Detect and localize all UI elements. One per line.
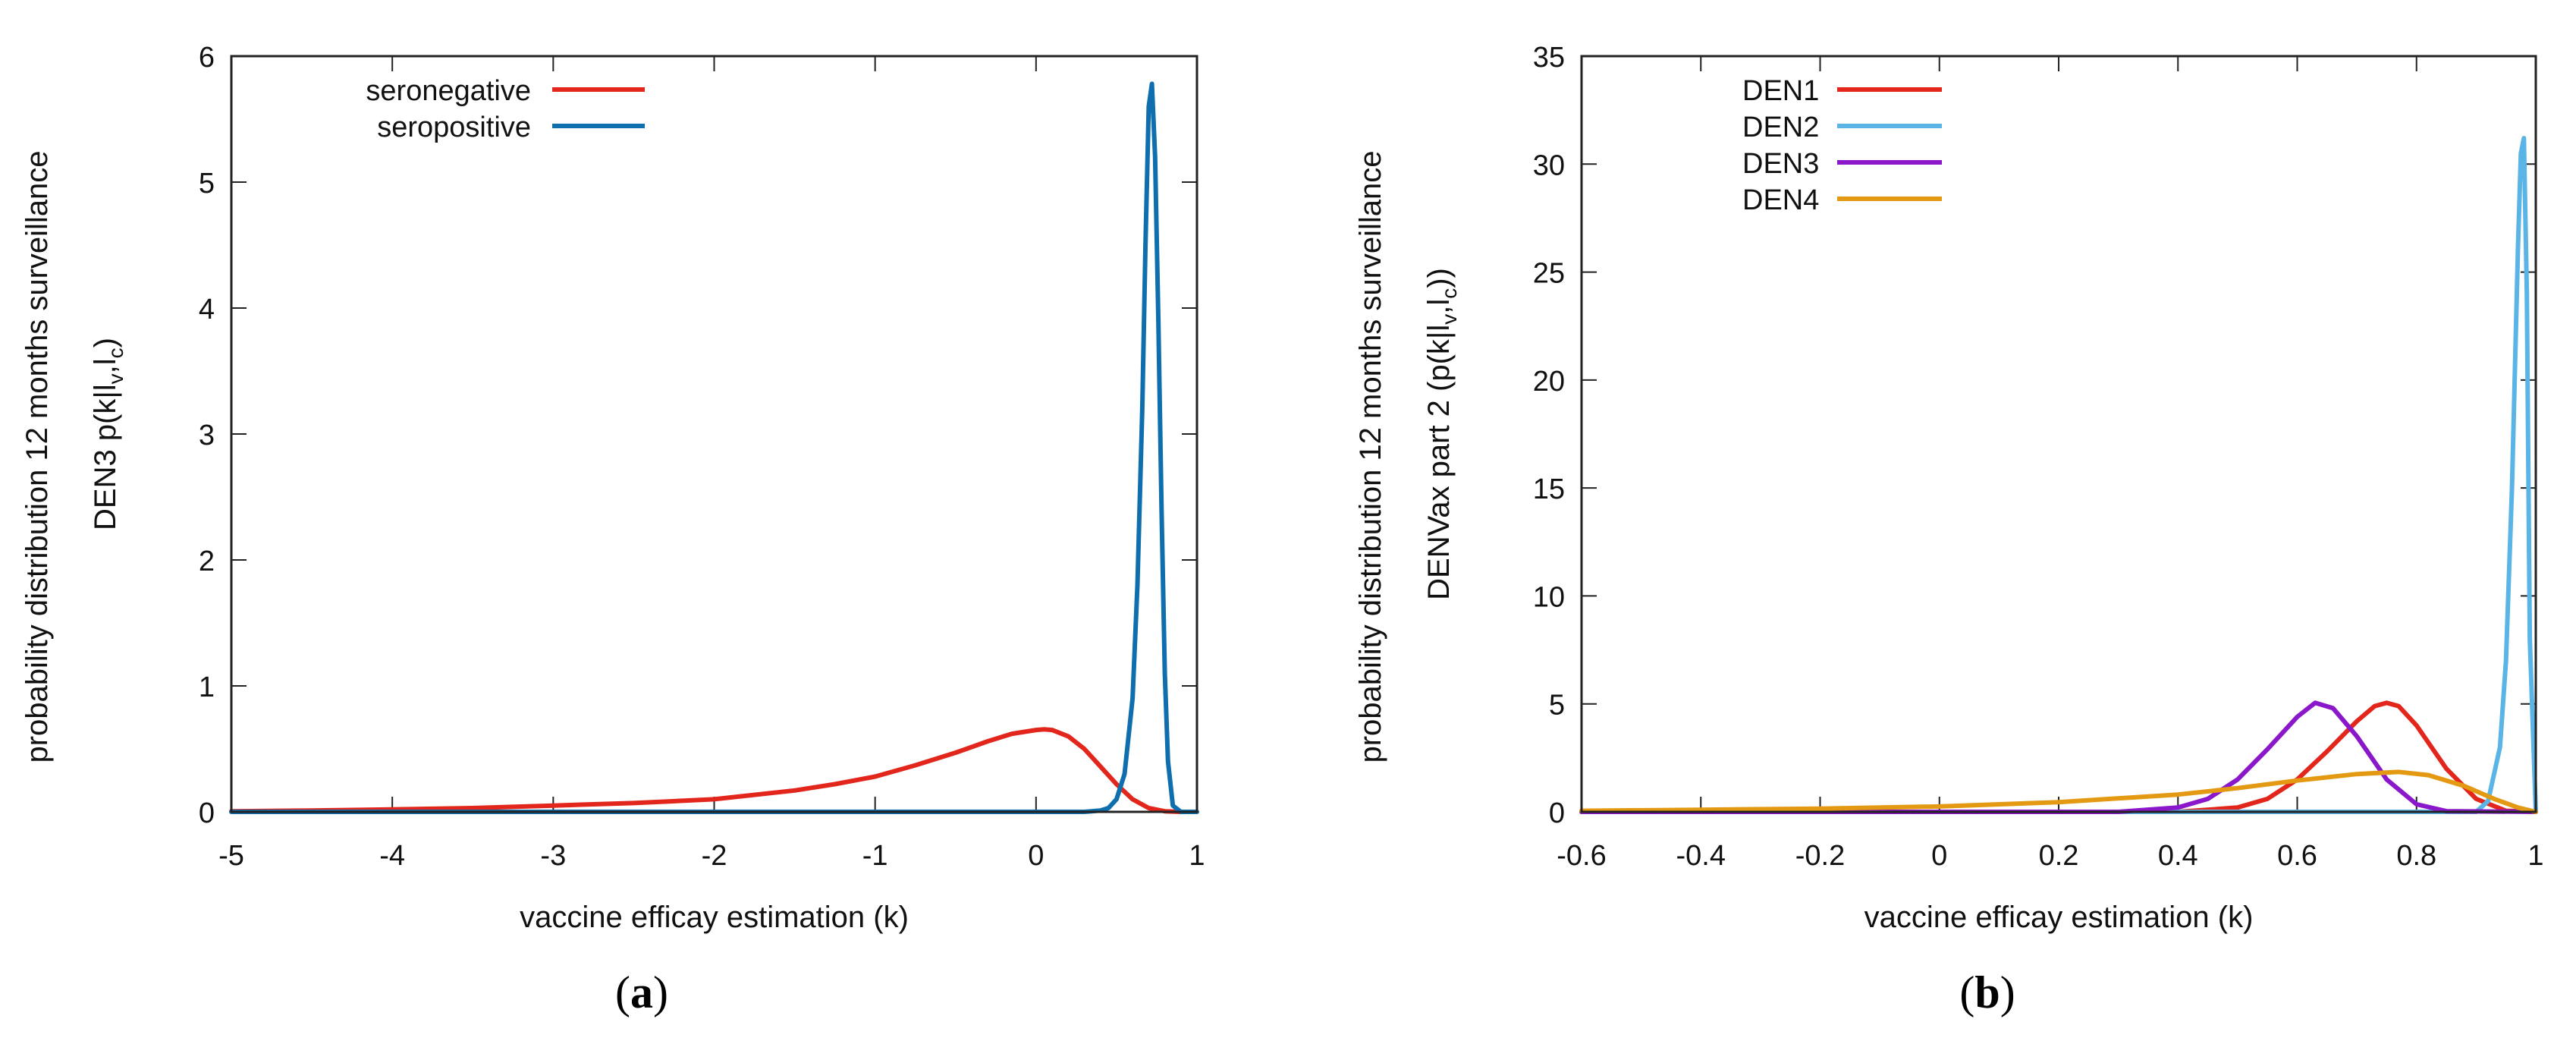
panel-a-xtick-label: -4 (379, 840, 405, 872)
panel-b-xtick-label: 0.2 (2039, 840, 2079, 872)
panel-b-legend-label: DEN1 (1742, 75, 1819, 107)
panel-a-chart: 0 1 2 3 4 5 6 -5 -4 -3 -2 -1 0 1 seronegative seroposit… (20, 42, 1205, 934)
panel-b-caption: (b) (1959, 967, 2015, 1017)
panel-b-ytick-label: 0 (1549, 797, 1565, 829)
panel-b-legend-label: DEN3 (1742, 148, 1819, 180)
panel-b-ytick-label: 30 (1533, 149, 1565, 181)
panel-b-xtick-label: -0.4 (1676, 840, 1726, 872)
panel-a-y-label-subscript: v (104, 373, 127, 384)
panel-a-xtick-label: 0 (1028, 840, 1044, 872)
panel-b-y-axis-label-line2: DENVax part 2 (p(k|lv,lc)) (1422, 268, 1461, 600)
panel-a-series-seronegative-line (229, 727, 1183, 814)
panel-b-series-DEN4-line (1579, 769, 2538, 814)
panel-a-xtick-label: -2 (702, 840, 727, 872)
panel-a-ytick-label: 2 (199, 546, 215, 577)
panel-a-y-label-text: DEN3 p(k|l (89, 384, 122, 530)
panel-b-y-label-text: ,l (1422, 299, 1456, 314)
panel-b-xtick-label: 0.4 (2158, 840, 2198, 872)
panel-b-ytick-label: 25 (1533, 258, 1565, 290)
panel-b-y-label-subscript: c (1437, 288, 1461, 299)
panel-b-series-DEN3-line (1579, 700, 2538, 814)
panel-b-xtick-label: 0.6 (2277, 840, 2317, 872)
panel-b-y-label-subscript: v (1437, 314, 1461, 325)
panel-a-xtick-label: -5 (218, 840, 244, 872)
panel-a-y-axis-label-line2: DEN3 p(k|lv,lc) (89, 338, 127, 530)
panel-a-xtick-label: 1 (1189, 840, 1205, 872)
panel-b-ytick-label: 35 (1533, 42, 1565, 74)
panel-a-legend-label: seropositive (377, 112, 531, 143)
panel-b-plot-frame (1580, 55, 2537, 813)
panel-b-y-label-text: DENVax part 2 (p(k|l (1422, 325, 1456, 600)
panel-a-y-label-text: ) (89, 338, 122, 348)
panel-b-x-axis-label: vaccine efficay estimation (k) (1864, 901, 2254, 934)
panel-a-xtick-label: -3 (540, 840, 566, 872)
panel-a-y-axis-label-line1: probability distribution 12 months surve… (20, 150, 54, 763)
panel-a-y-label-text: ,l (89, 358, 122, 373)
panel-a-ytick-label: 1 (199, 671, 215, 703)
panel-a-legend-label: seronegative (366, 75, 531, 107)
panel-b-legend-label: DEN2 (1742, 112, 1819, 143)
panel-b-series-DEN2-line (1579, 136, 2538, 814)
panel-a-caption: (a) (615, 967, 668, 1017)
panel-b-ytick-label: 15 (1533, 473, 1565, 505)
panel-b-xtick-label: 0.8 (2396, 840, 2436, 872)
panel-a-ytick-label: 6 (199, 42, 215, 74)
panel-b-y-label-text: )) (1422, 268, 1456, 288)
panel-a-ytick-label: 5 (199, 168, 215, 200)
panel-a-ytick-label: 4 (199, 294, 215, 326)
panel-b-xtick-label: 0 (1931, 840, 1947, 872)
panel-b-y-axis-label-line1: probability distribution 12 months surve… (1354, 150, 1387, 763)
panel-b-chart: 0 5 10 15 20 25 30 35 -0.6 -0.4 -0.2 0 0.2 0.4 0.6 0.8 1… (1354, 42, 2544, 934)
panel-a-y-label-subscript: c (104, 348, 127, 358)
panel-b-series-DEN1-line (1579, 700, 2538, 814)
panel-b-ytick-label: 10 (1533, 581, 1565, 613)
panel-a-ytick-label: 3 (199, 420, 215, 451)
panel-a-x-axis-label: vaccine efficay estimation (k) (520, 901, 909, 934)
panel-a-ytick-label: 0 (199, 797, 215, 829)
panel-a-plot-frame (230, 55, 1198, 813)
panel-b-xtick-label: 1 (2527, 840, 2543, 872)
panel-a-xtick-label: -1 (862, 840, 888, 872)
panel-b-ytick-label: 20 (1533, 366, 1565, 398)
panel-b-xtick-label: -0.6 (1557, 840, 1606, 872)
panel-b-ytick-label: 5 (1549, 690, 1565, 722)
panel-a-series-seropositive-line (229, 81, 1199, 814)
panel-b-xtick-label: -0.2 (1795, 840, 1845, 872)
panel-b-legend-label: DEN4 (1742, 184, 1819, 216)
